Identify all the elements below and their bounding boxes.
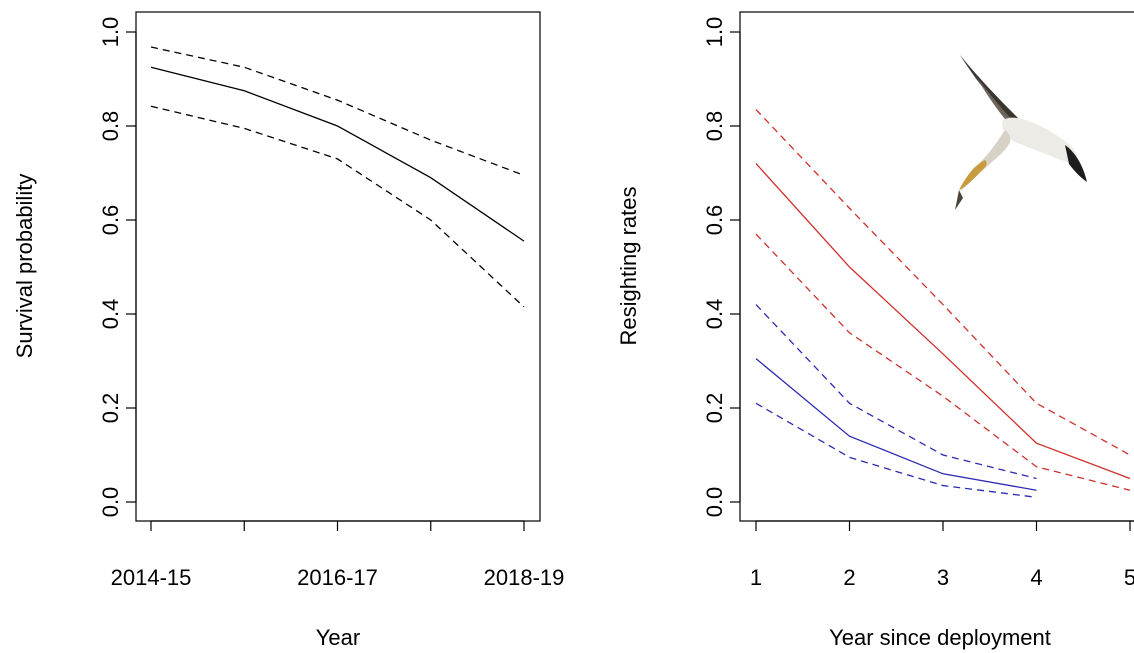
series-line-estimate [755, 163, 1131, 480]
y-tick-label: 0.2 [98, 393, 123, 424]
y-tick-label: 0.6 [98, 205, 123, 236]
y-tick-label: 0.4 [98, 299, 123, 330]
y-tick-label: 0.0 [98, 487, 123, 518]
right-y-axis-title: Resighting rates [616, 187, 641, 346]
right-series-group [755, 109, 1131, 498]
left-series-group [150, 46, 525, 308]
series-line-upper [150, 46, 525, 176]
x-tick-label: 3 [937, 565, 949, 590]
x-tick-label: 5 [1124, 565, 1134, 590]
left-x-axis: 2014-15 2016-17 2018-19 [111, 520, 565, 590]
y-tick-label: 0.0 [702, 487, 727, 518]
y-tick-label: 0.8 [702, 111, 727, 142]
y-tick-label: 1.0 [702, 17, 727, 48]
left-x-axis-title: Year [316, 625, 360, 650]
left-y-axis: 0.0 0.2 0.4 0.6 0.8 1.0 [98, 17, 137, 518]
left-y-axis-title: Survival probability [12, 174, 37, 359]
resighting-panel: 0.0 0.2 0.4 0.6 0.8 1.0 1 2 3 4 5 Year since depl… [616, 11, 1134, 650]
series-line-upper [755, 109, 1131, 456]
right-y-axis: 0.0 0.2 0.4 0.6 0.8 1.0 [702, 17, 741, 518]
x-tick-label: 2014-15 [111, 565, 192, 590]
y-tick-label: 0.6 [702, 205, 727, 236]
series-line-estimate [150, 66, 525, 242]
series-line-upper [755, 304, 1037, 480]
x-tick-label: 1 [750, 565, 762, 590]
right-plot-frame [739, 11, 1134, 522]
series-line-estimate [755, 358, 1037, 491]
y-tick-label: 1.0 [98, 17, 123, 48]
right-x-axis: 1 2 3 4 5 [750, 520, 1134, 590]
y-tick-label: 0.4 [702, 299, 727, 330]
series-line-lower [755, 233, 1131, 491]
y-tick-label: 0.2 [702, 393, 727, 424]
x-tick-label: 4 [1030, 565, 1042, 590]
x-tick-label: 2 [843, 565, 855, 590]
series-line-lower [755, 402, 1037, 498]
y-tick-label: 0.8 [98, 111, 123, 142]
series-line-lower [150, 105, 525, 308]
right-x-axis-title: Year since deployment [829, 625, 1051, 650]
x-tick-label: 2016-17 [297, 565, 378, 590]
survival-panel: 0.0 0.2 0.4 0.6 0.8 1.0 2014-15 2016-17 2018-19… [12, 11, 565, 650]
x-tick-label: 2018-19 [484, 565, 565, 590]
left-plot-frame [135, 11, 541, 522]
gannet-bird-icon [955, 55, 1087, 210]
